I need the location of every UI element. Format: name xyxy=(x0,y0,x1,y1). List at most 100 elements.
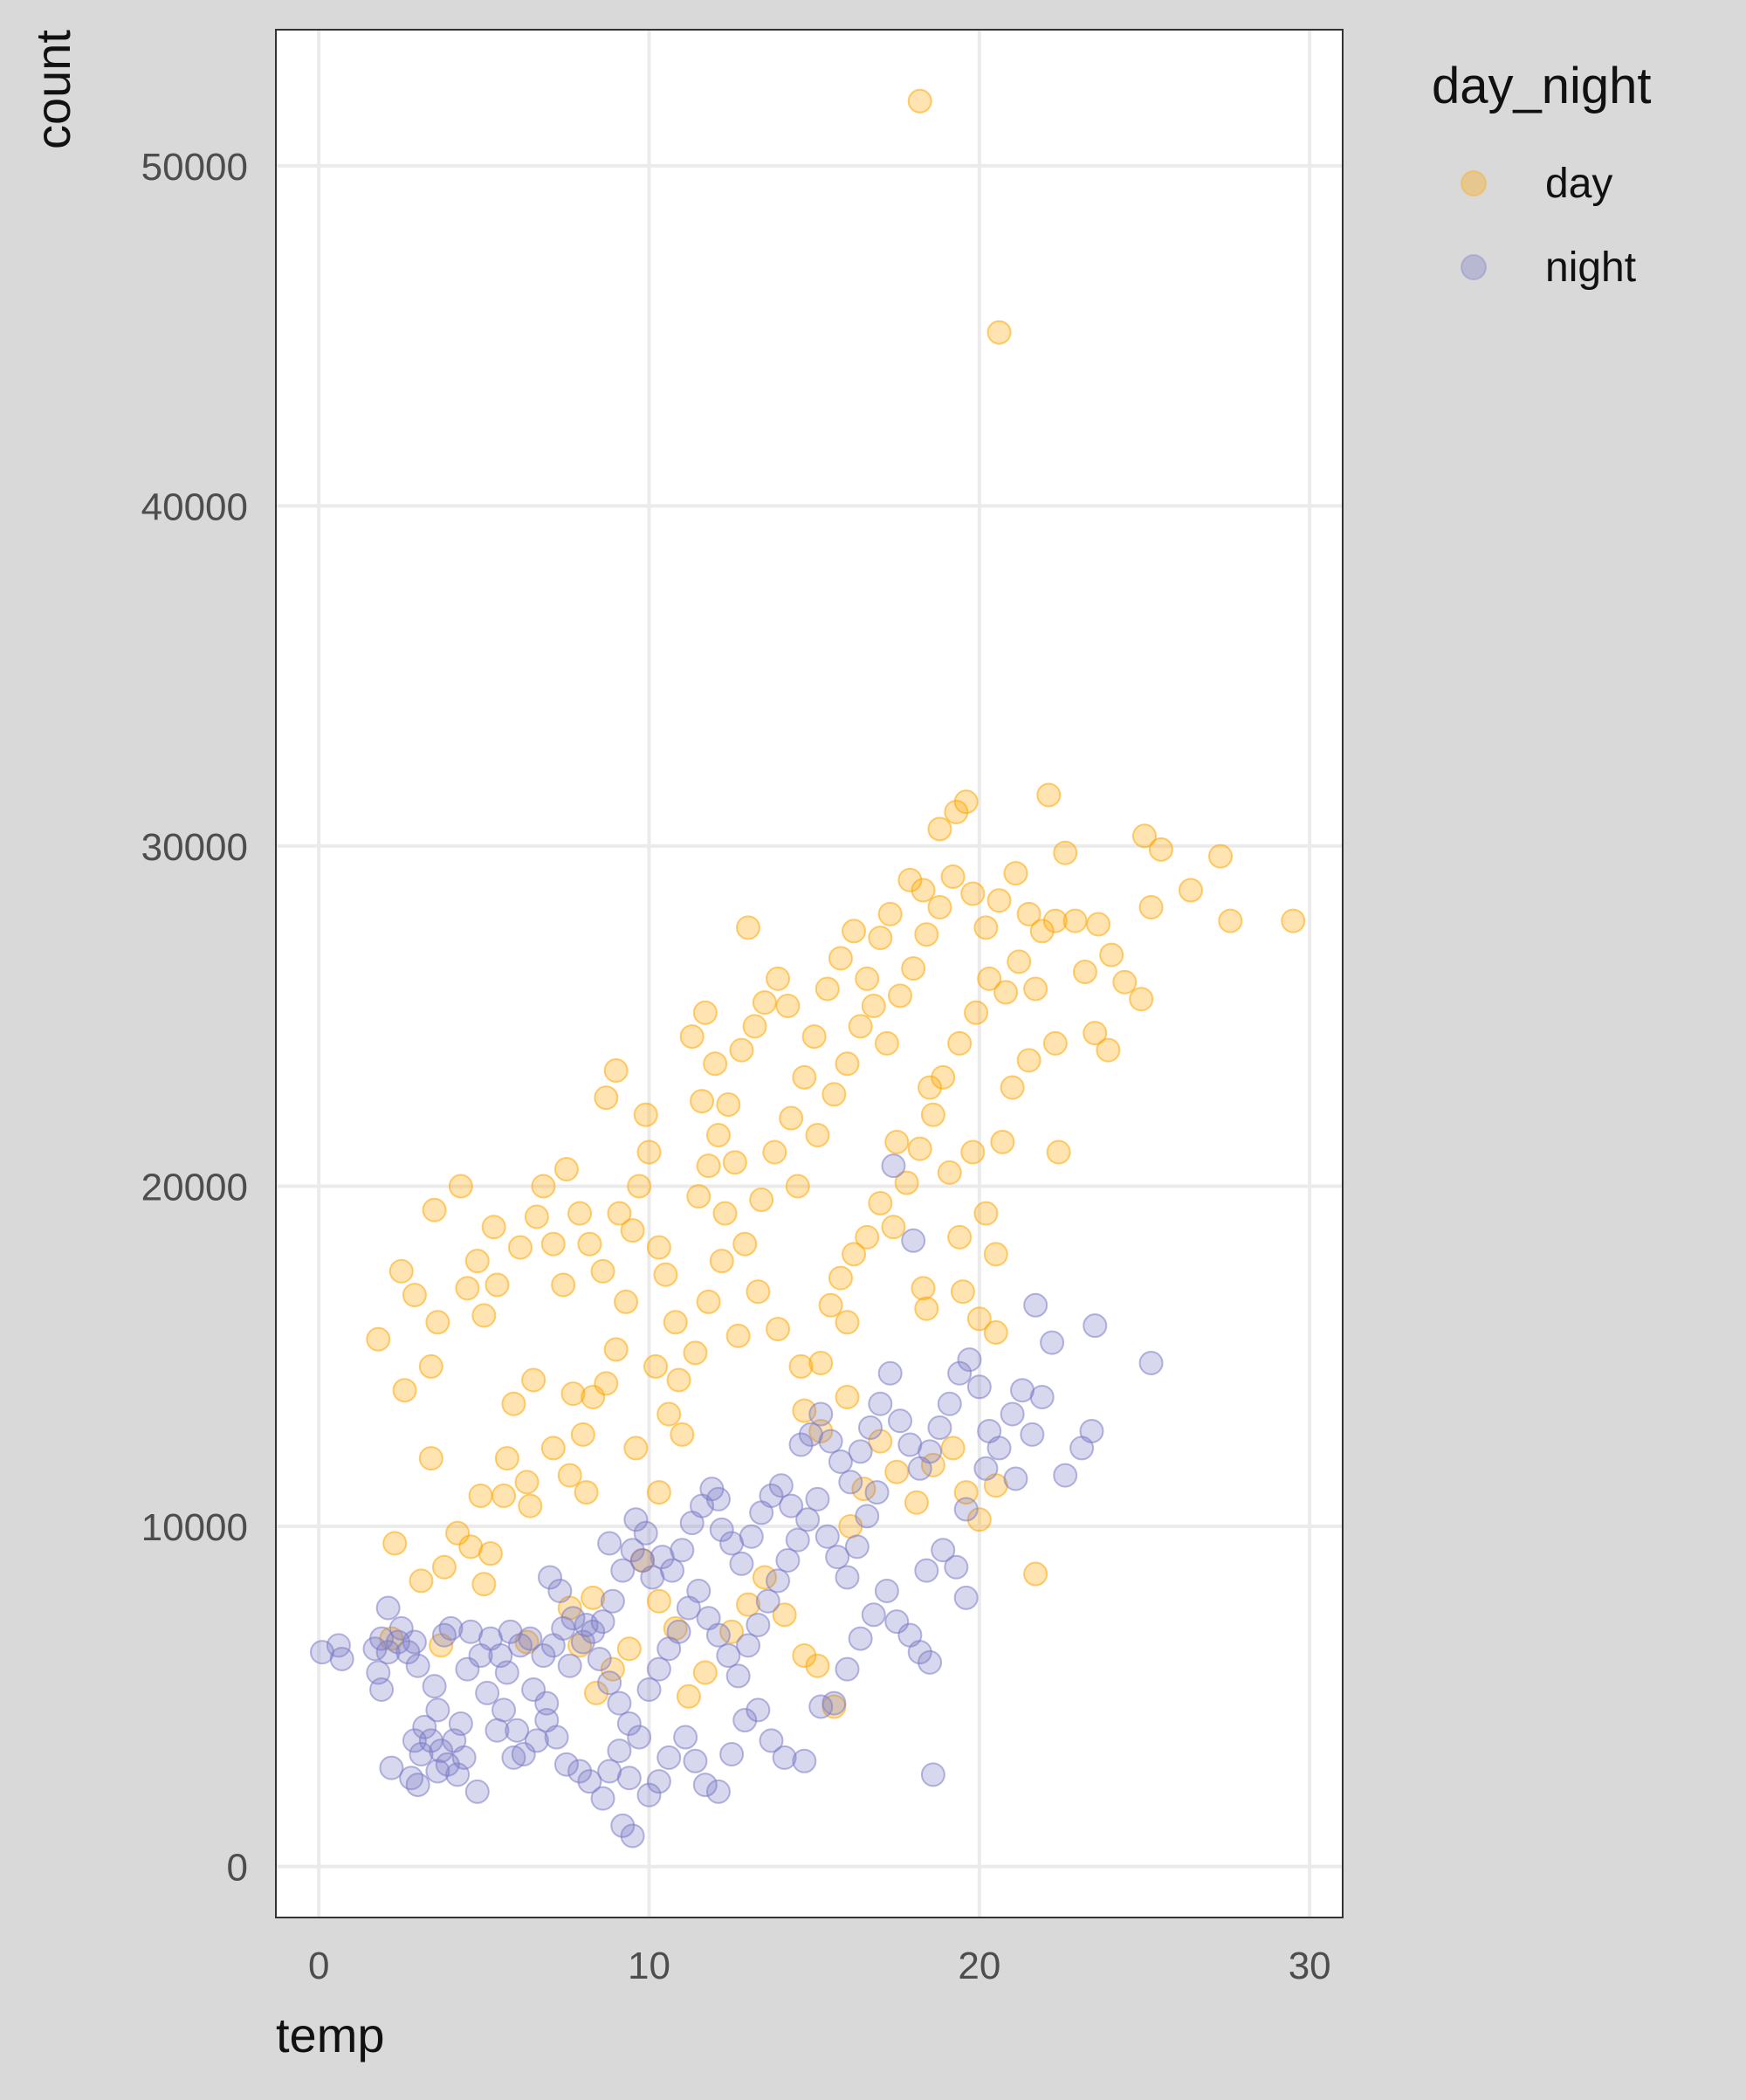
day-point xyxy=(560,1381,586,1407)
night-point xyxy=(755,1588,780,1614)
day-point xyxy=(808,1418,834,1443)
night-point xyxy=(772,1745,797,1770)
x-tick-label: 30 xyxy=(1289,1945,1331,1987)
night-point xyxy=(560,1606,586,1631)
day-point xyxy=(927,895,952,920)
x-tick-label: 10 xyxy=(628,1945,670,1987)
night-point xyxy=(927,1415,952,1441)
night-point xyxy=(953,1585,979,1610)
day-point xyxy=(531,1174,556,1199)
night-point xyxy=(610,1558,636,1583)
day-point xyxy=(779,1105,804,1131)
night-point xyxy=(686,1579,711,1604)
day-point xyxy=(828,946,853,971)
night-point xyxy=(620,1538,645,1563)
y-tick-label: 40000 xyxy=(141,485,248,528)
day-point xyxy=(653,1262,678,1287)
night-point xyxy=(888,1408,913,1434)
day-point xyxy=(574,1480,599,1505)
day-point xyxy=(646,1235,671,1260)
day-point xyxy=(594,1371,619,1396)
legend-title: day_night xyxy=(1432,58,1652,114)
day-point xyxy=(808,1351,834,1376)
night-point xyxy=(818,1429,843,1454)
night-point xyxy=(918,1649,943,1675)
day-point xyxy=(947,1224,973,1250)
day-point xyxy=(937,1160,962,1185)
day-point xyxy=(676,1683,701,1709)
night-point xyxy=(607,1690,632,1716)
night-point xyxy=(1138,1351,1164,1376)
night-point xyxy=(574,1612,599,1637)
day-point xyxy=(742,1014,767,1039)
day-point xyxy=(861,994,886,1019)
night-point xyxy=(828,1449,853,1475)
night-point xyxy=(610,1813,636,1838)
day-point xyxy=(1016,901,1041,926)
day-point xyxy=(696,1289,721,1314)
night-point xyxy=(507,1633,533,1658)
day-point xyxy=(683,1340,708,1366)
night-point xyxy=(877,1360,903,1386)
night-point xyxy=(683,1748,708,1773)
day-point xyxy=(818,1292,843,1318)
night-point xyxy=(947,1360,973,1386)
night-point xyxy=(957,1347,982,1373)
night-point xyxy=(581,1619,606,1644)
night-point xyxy=(835,1565,860,1590)
y-tick-label: 50000 xyxy=(141,146,248,189)
day-point xyxy=(828,1265,853,1291)
day-point xyxy=(835,1310,860,1335)
day-point xyxy=(848,1014,873,1039)
day-point xyxy=(835,1051,860,1077)
legend-label-day: day xyxy=(1545,161,1612,207)
day-point xyxy=(656,1401,682,1427)
day-point xyxy=(1000,1075,1025,1100)
day-point xyxy=(670,1422,695,1447)
night-point xyxy=(577,1769,602,1794)
day-point xyxy=(524,1204,549,1229)
day-point xyxy=(590,1258,615,1284)
day-point xyxy=(627,1174,652,1199)
day-point xyxy=(947,1030,973,1056)
day-point xyxy=(877,901,903,926)
night-point xyxy=(759,1728,784,1753)
day-point xyxy=(1016,1048,1041,1073)
day-point xyxy=(646,1480,671,1505)
day-point xyxy=(692,1000,718,1025)
night-point xyxy=(705,1779,731,1804)
day-point xyxy=(855,966,880,991)
day-point xyxy=(725,1323,751,1348)
day-point xyxy=(1218,908,1243,933)
night-point xyxy=(838,1470,863,1495)
day-point xyxy=(986,888,1012,913)
day-point xyxy=(911,878,936,903)
night-point xyxy=(746,1612,771,1637)
day-point xyxy=(966,1306,992,1332)
night-point xyxy=(920,1762,945,1787)
night-point xyxy=(937,1391,962,1416)
night-point xyxy=(861,1602,886,1628)
night-point xyxy=(673,1725,698,1750)
day-point xyxy=(402,1283,427,1308)
day-point xyxy=(540,1231,566,1257)
night-point xyxy=(422,1674,447,1699)
day-point xyxy=(884,1129,910,1154)
day-point xyxy=(603,1058,629,1084)
day-point xyxy=(712,1201,738,1226)
day-point xyxy=(594,1085,619,1111)
day-point xyxy=(842,1242,867,1267)
day-point xyxy=(907,88,932,114)
night-point xyxy=(768,1473,794,1498)
day-point xyxy=(894,1170,919,1195)
day-point xyxy=(729,1037,754,1063)
axis-ticks: 0 10 20 30 0 10000 20000 30000 40000 50000 xyxy=(141,146,1331,1987)
day-point xyxy=(792,1064,817,1090)
day-point xyxy=(766,1317,791,1342)
day-point xyxy=(388,1258,414,1284)
night-point xyxy=(494,1660,519,1685)
night-point xyxy=(805,1486,830,1511)
night-point xyxy=(1003,1466,1028,1491)
day-point xyxy=(993,980,1019,1005)
